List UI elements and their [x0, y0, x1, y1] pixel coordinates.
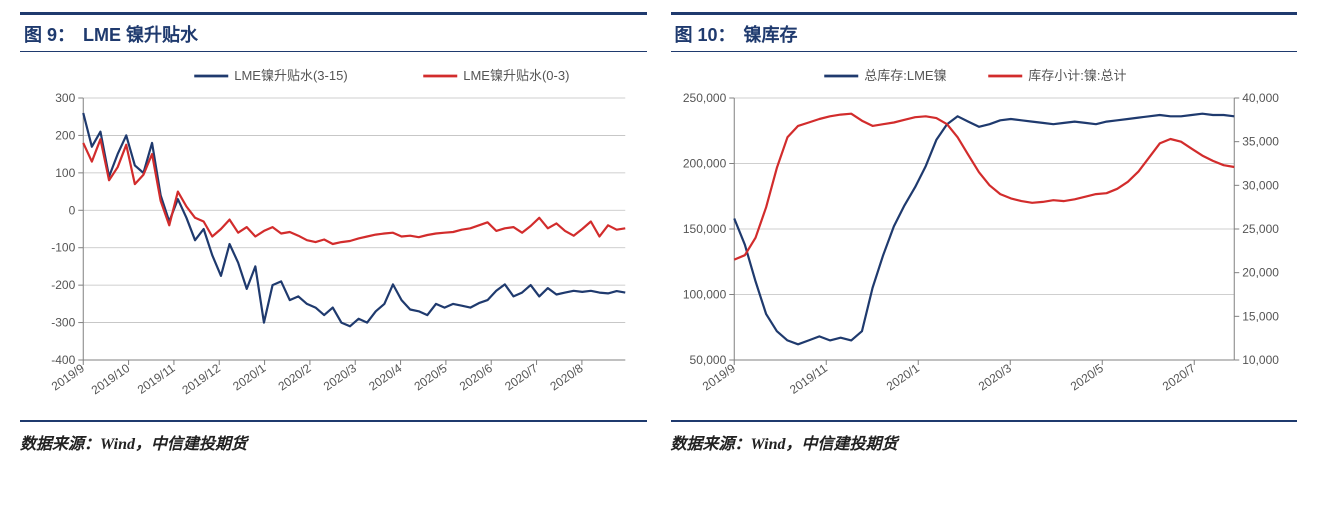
- x-tick-label: 2020/6: [457, 361, 495, 394]
- series-line: [83, 113, 625, 326]
- x-tick-label: 2020/4: [366, 361, 404, 394]
- x-tick-label: 2020/5: [412, 361, 450, 394]
- x-tick-label: 2020/3: [975, 361, 1013, 394]
- x-tick-label: 2019/10: [89, 361, 133, 398]
- y2-tick-label: 20,000: [1242, 266, 1279, 280]
- x-tick-label: 2020/1: [883, 361, 921, 394]
- y2-tick-label: 25,000: [1242, 222, 1279, 236]
- y-tick-label: 200: [55, 128, 75, 142]
- panel-title-text: 镍库存: [744, 21, 798, 47]
- y-tick-label: 250,000: [682, 91, 726, 105]
- x-tick-label: 2020/7: [1159, 361, 1197, 394]
- legend: LME镍升贴水(3-15) LME镍升贴水(0-3): [194, 68, 569, 83]
- legend-label: 库存小计:镍:总计: [1028, 68, 1126, 83]
- chart-svg: LME镍升贴水(3-15)LME镍升贴水(0-3)-400-300-200-10…: [20, 56, 647, 416]
- x-tick-label: 2019/11: [787, 361, 830, 397]
- y2-tick-label: 15,000: [1242, 309, 1279, 323]
- x-tick-label: 2020/3: [321, 361, 359, 394]
- panels-row: 图 9： LME 镍升贴水 LME镍升贴水(3-15) LME镍升贴水(0-3) -…: [20, 12, 1297, 454]
- panel-title-text: LME 镍升贴水: [83, 21, 198, 47]
- y-tick-label: -300: [51, 316, 75, 330]
- panel-title-prefix: 图 10：: [675, 21, 736, 47]
- y-tick-label: 100: [55, 166, 75, 180]
- panel-right: 图 10： 镍库存 总库存:LME镍 库存小计:镍:总计 50,000 100,000…: [671, 12, 1298, 454]
- panel-title-prefix: 图 9：: [24, 21, 75, 47]
- panel-left: 图 9： LME 镍升贴水 LME镍升贴水(3-15) LME镍升贴水(0-3) -…: [20, 12, 647, 454]
- x-tick-label: 2020/8: [548, 361, 586, 394]
- y2-tick-label: 10,000: [1242, 353, 1279, 367]
- y-tick-label: 0: [69, 203, 76, 217]
- chart-left: LME镍升贴水(3-15)LME镍升贴水(0-3)-400-300-200-10…: [20, 56, 647, 416]
- x-tick-label: 2020/7: [502, 361, 540, 394]
- y-tick-label: 50,000: [689, 353, 726, 367]
- legend-label: 总库存:LME镍: [864, 68, 946, 83]
- x-tick-label: 2020/5: [1067, 361, 1105, 394]
- y-tick-label: 300: [55, 91, 75, 105]
- panel-source: 数据来源：Wind，中信建投期货: [20, 420, 647, 454]
- x-tick-label: 2020/1: [230, 361, 268, 394]
- y-tick-label: 100,000: [682, 288, 726, 302]
- legend-label: LME镍升贴水(3-15): [234, 68, 347, 83]
- x-tick-label: 2019/12: [179, 361, 223, 398]
- series-line: [734, 114, 1234, 260]
- legend: 总库存:LME镍 库存小计:镍:总计: [824, 68, 1126, 83]
- y2-tick-label: 40,000: [1242, 91, 1279, 105]
- panel-title-bar: 图 10： 镍库存: [671, 12, 1298, 52]
- chart-right: 总库存:LME镍 库存小计:镍:总计 50,000 100,000 150,000 200…: [671, 56, 1298, 416]
- y-tick-label: 150,000: [682, 222, 726, 236]
- x-tick-label: 2020/2: [276, 361, 314, 394]
- y2-tick-label: 35,000: [1242, 135, 1279, 149]
- x-tick-label: 2019/11: [135, 361, 178, 397]
- y-tick-label: 200,000: [682, 157, 726, 171]
- panel-source: 数据来源：Wind，中信建投期货: [671, 420, 1298, 454]
- chart-svg: 总库存:LME镍 库存小计:镍:总计 50,000 100,000 150,000 200…: [671, 56, 1298, 416]
- series-line: [83, 139, 625, 244]
- y-tick-label: -200: [51, 278, 75, 292]
- legend-label: LME镍升贴水(0-3): [463, 68, 569, 83]
- panel-title-bar: 图 9： LME 镍升贴水: [20, 12, 647, 52]
- y2-tick-label: 30,000: [1242, 178, 1279, 192]
- y-tick-label: -100: [51, 241, 75, 255]
